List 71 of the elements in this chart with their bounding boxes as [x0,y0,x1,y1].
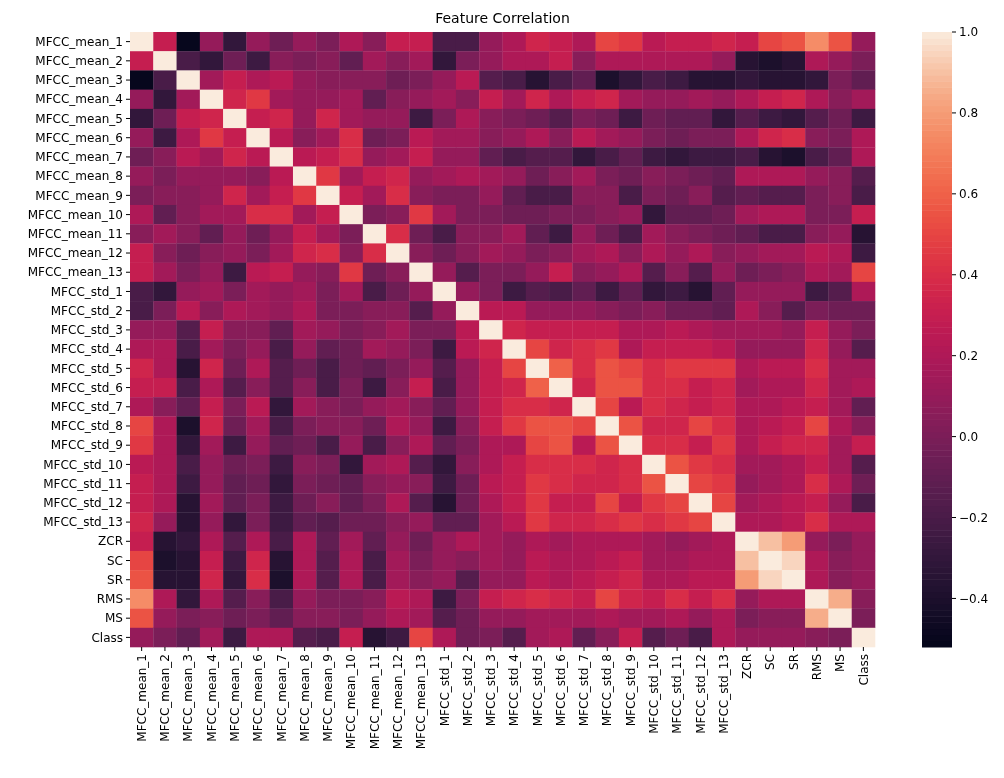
y-tick-label: MFCC_mean_12 [27,246,123,261]
y-tick-label: MFCC_std_9 [50,438,123,453]
y-tick-label: MFCC_mean_10 [27,207,123,222]
color-bar-label: 0.6 [959,187,979,202]
y-tick-label: MFCC_mean_6 [35,130,123,145]
y-tick-label: MFCC_std_2 [50,303,123,318]
x-tick-label: MFCC_mean_10 [344,654,359,750]
y-tick-label: MFCC_mean_1 [35,34,123,49]
chart-title: Feature Correlation [435,10,570,26]
x-tick-label: MFCC_std_13 [716,654,731,734]
y-tick-label: MFCC_std_3 [50,323,123,338]
x-tick-label: MFCC_std_6 [553,654,568,727]
color-bar-label: 0.4 [959,267,979,282]
x-tick-label: Class [856,654,871,686]
x-tick-label: MFCC_mean_4 [204,654,219,742]
x-tick-label: MFCC_mean_13 [414,654,429,750]
y-tick-label: MFCC_mean_7 [35,150,123,165]
x-tick-label: ZCR [740,654,755,679]
y-tick-label: MFCC_mean_4 [35,92,123,107]
color-bar-label: 1.0 [959,25,979,40]
y-tick-label: MFCC_std_6 [50,380,123,395]
y-tick-label: MFCC_std_8 [50,419,123,434]
x-tick-label: MFCC_mean_11 [367,654,382,750]
x-tick-label: RMS [810,654,824,681]
color-bar-label: −0.4 [959,591,989,606]
y-tick-label: SR [107,572,123,587]
y-tick-label: MFCC_std_1 [50,284,123,299]
x-tick-label: SR [786,654,801,670]
y-tick-label: MFCC_std_13 [43,515,123,530]
y-tick-label: MFCC_std_5 [50,361,123,376]
y-tick-label: MFCC_mean_9 [35,188,123,203]
x-tick-label: SC [763,654,778,670]
x-tick-label: MFCC_std_11 [670,654,685,734]
y-tick-label: SC [107,553,123,568]
y-tick-label: MFCC_mean_2 [35,54,123,69]
x-tick-label: MFCC_mean_9 [321,654,336,742]
color-bar-label: 0.2 [959,348,979,363]
x-tick-label: MFCC_mean_12 [390,654,405,750]
y-tick-label: MFCC_std_4 [50,342,123,357]
y-tick-label: MFCC_std_7 [50,399,123,414]
y-tick-label: MFCC_std_12 [43,496,123,511]
x-tick-label: MFCC_std_2 [460,654,475,727]
x-tick-label: MFCC_mean_7 [274,654,289,742]
x-tick-label: MFCC_mean_5 [227,654,242,742]
x-tick-label: MFCC_std_10 [647,654,662,734]
y-tick-label: MFCC_mean_3 [35,73,123,88]
x-tick-label: MFCC_std_5 [530,654,545,727]
y-tick-label: MFCC_mean_5 [35,111,123,126]
y-tick-label: MS [105,611,123,626]
color-bar-label: −0.2 [959,510,989,525]
color-bar-label: 0.8 [959,106,979,121]
x-tick-label: MFCC_std_12 [693,654,708,734]
y-tick-label: MFCC_mean_11 [27,227,123,241]
x-tick-label: MFCC_std_8 [600,654,615,727]
x-tick-label: MFCC_std_1 [437,654,452,727]
y-tick-label: MFCC_std_10 [43,457,123,472]
x-tick-label: MFCC_std_9 [623,654,638,727]
y-tick-label: MFCC_mean_8 [35,169,123,184]
x-tick-label: MFCC_std_4 [507,654,522,727]
y-tick-label: Class [91,630,123,645]
x-tick-label: MFCC_mean_8 [297,654,312,742]
x-tick-label: MFCC_mean_3 [181,654,196,742]
color-bar-label: 0.0 [959,429,979,444]
y-tick-label: RMS [96,592,123,607]
y-tick-label: MFCC_mean_13 [27,265,123,280]
x-tick-label: MFCC_std_3 [484,654,499,727]
y-tick-label: MFCC_std_11 [43,476,123,491]
y-tick-label: ZCR [98,534,123,549]
x-tick-label: MFCC_mean_6 [251,654,266,742]
x-tick-label: MFCC_std_7 [577,654,592,727]
x-tick-label: MS [833,654,848,672]
